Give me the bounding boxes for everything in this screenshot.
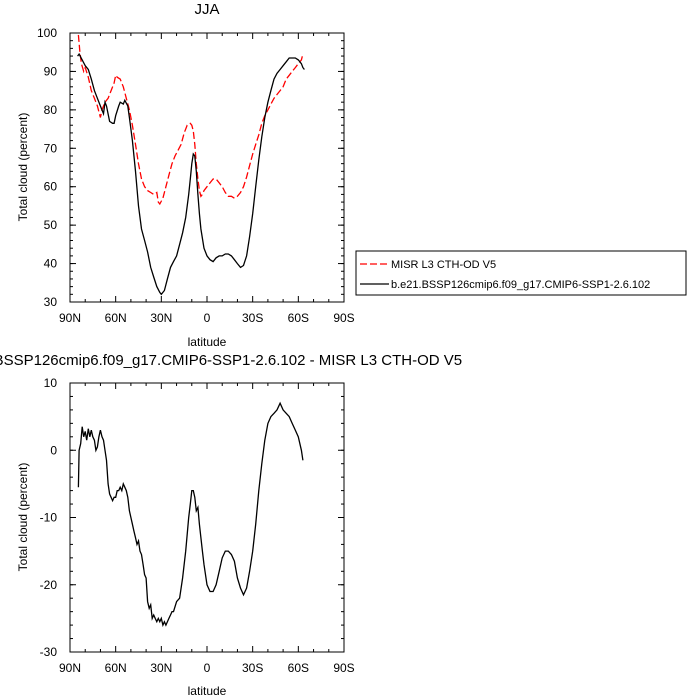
legend: MISR L3 CTH-OD V5 b.e21.BSSP126cmip6.f09… (355, 250, 687, 296)
bottom-y-tick-label: 0 (50, 443, 57, 457)
top-y-tick-label: 60 (44, 180, 58, 194)
top-series-line-1 (77, 52, 305, 296)
bottom-x-tick-label: 60N (105, 661, 127, 675)
bottom-y-tick-label: -10 (40, 511, 58, 525)
top-x-tick-label: 60S (288, 311, 309, 325)
top-plot-frame (69, 32, 345, 303)
top-y-tick-label: 70 (44, 141, 58, 155)
bottom-x-axis-label: latitude (188, 684, 227, 698)
top-y-tick-label: 80 (44, 103, 58, 117)
bottom-x-tick-label: 30S (242, 661, 263, 675)
top-series-lines (77, 34, 305, 296)
bottom-chart-title: b.e21.BSSP126cmip6.f09_g17.CMIP6-SSP1-2.… (0, 352, 462, 369)
top-series-line-0 (77, 34, 304, 206)
bottom-series-lines (77, 401, 304, 628)
top-x-tick-label: 60N (105, 311, 127, 325)
bottom-plot-frame (69, 382, 345, 653)
legend-box (355, 250, 687, 296)
bottom-y-tick-label: -20 (40, 578, 58, 592)
top-y-tick-label: 100 (37, 26, 57, 40)
top-x-tick-label: 30S (242, 311, 263, 325)
top-y-tick-label: 50 (44, 218, 58, 232)
bottom-x-tick-label: 30N (150, 661, 172, 675)
top-x-tick-label: 0 (204, 311, 211, 325)
top-x-axis-label: latitude (188, 335, 227, 349)
legend-label-misr: MISR L3 CTH-OD V5 (391, 259, 496, 271)
top-y-tick-label: 40 (44, 257, 58, 271)
top-y-tick-label: 30 (44, 295, 58, 309)
bottom-x-tick-label: 90S (333, 661, 354, 675)
bottom-panel: b.e21.BSSP126cmip6.f09_g17.CMIP6-SSP1-2.… (0, 352, 462, 698)
legend-label-model: b.e21.BSSP126cmip6.f09_g17.CMIP6-SSP1-2.… (391, 279, 650, 291)
top-chart-title: JJA (194, 1, 219, 18)
bottom-axis-ticks: 90N 60N 30N 0 30S 60S 90S -30 -20 -10 0 10 (40, 376, 355, 675)
top-panel: JJA 90N 60N 30N 0 30S 60S 90S 30 40 50 60 70 80 90 100… (16, 1, 355, 349)
bottom-y-axis-label: Total cloud (percent) (16, 463, 30, 572)
top-y-tick-label: 90 (44, 64, 58, 78)
bottom-x-tick-label: 60S (288, 661, 309, 675)
top-x-tick-label: 90N (59, 311, 81, 325)
bottom-x-tick-label: 0 (204, 661, 211, 675)
top-axis-ticks: 90N 60N 30N 0 30S 60S 90S 30 40 50 60 70 80 90 100 (37, 26, 355, 325)
top-x-tick-label: 90S (333, 311, 354, 325)
bottom-y-tick-label: -30 (40, 645, 58, 659)
bottom-series-line-0 (77, 401, 304, 628)
top-y-axis-label: Total cloud (percent) (16, 113, 30, 222)
bottom-y-tick-label: 10 (44, 376, 58, 390)
bottom-x-tick-label: 90N (59, 661, 81, 675)
top-x-tick-label: 30N (150, 311, 172, 325)
